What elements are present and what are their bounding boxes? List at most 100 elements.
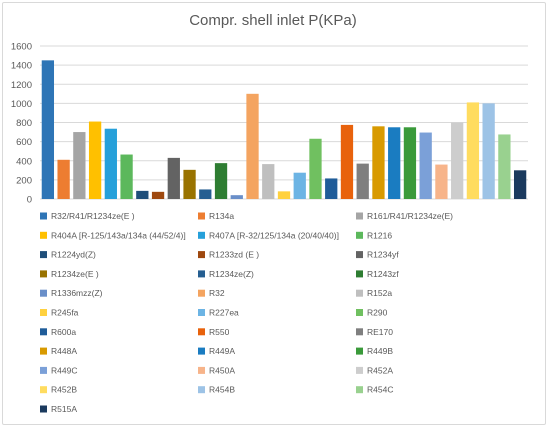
legend-item: R1234ze(E ) xyxy=(40,269,99,279)
legend-swatch xyxy=(198,270,205,278)
legend-swatch xyxy=(198,251,205,259)
legend-label: R404A [R-125/143a/134a (44/52/4)] xyxy=(51,230,186,240)
bar[interactable] xyxy=(41,60,55,199)
bar[interactable] xyxy=(451,122,464,200)
gridlines xyxy=(40,45,528,200)
bar[interactable] xyxy=(214,163,228,199)
chart-frame xyxy=(2,2,546,425)
bar[interactable] xyxy=(230,195,243,199)
bar-group xyxy=(41,60,527,200)
bar[interactable] xyxy=(372,126,385,199)
legend-swatch xyxy=(356,328,363,336)
legend-item: R1224yd(Z) xyxy=(40,250,96,260)
legend-item: R407A [R-32/125/134a (20/40/40)] xyxy=(198,230,339,240)
legend-swatch xyxy=(40,328,47,336)
bar[interactable] xyxy=(325,178,338,199)
legend-label: R32 xyxy=(209,288,225,298)
legend-swatch xyxy=(40,251,47,259)
bar[interactable] xyxy=(88,121,102,199)
legend-swatch xyxy=(40,212,47,220)
legend-item: R1243zf xyxy=(356,269,399,279)
legend-item: RE170 xyxy=(356,327,393,337)
legend-item: R1336mzz(Z) xyxy=(40,288,103,298)
legend-swatch xyxy=(198,289,205,297)
chart-title: Compr. shell inlet P(KPa) xyxy=(189,12,357,29)
bar[interactable] xyxy=(199,189,212,199)
legend-label: R550 xyxy=(209,327,230,337)
legend-label: R152a xyxy=(367,288,392,298)
legend-item: R452A xyxy=(356,365,393,375)
legend-label: R454B xyxy=(209,385,235,395)
bar[interactable] xyxy=(435,164,448,199)
bar[interactable] xyxy=(120,154,133,199)
legend-swatch xyxy=(198,386,205,394)
legend-label: R1243zf xyxy=(367,269,399,279)
legend-label: R245fa xyxy=(51,308,79,318)
legend-item: R515A xyxy=(40,404,77,414)
legend-item: R450A xyxy=(198,365,235,375)
legend-label: R290 xyxy=(367,308,388,318)
legend-item: R245fa xyxy=(40,308,79,318)
legend-item: R32 xyxy=(198,288,225,298)
legend-swatch xyxy=(356,212,363,220)
legend-label: R1224yd(Z) xyxy=(51,250,96,260)
legend-swatch xyxy=(356,231,363,239)
legend-swatch xyxy=(198,347,205,355)
legend-swatch xyxy=(40,386,47,394)
legend-item: R454C xyxy=(356,385,393,395)
legend-label: R1234yf xyxy=(367,250,399,260)
y-tick-label: 1000 xyxy=(11,99,32,110)
legend-swatch xyxy=(356,386,363,394)
bar[interactable] xyxy=(183,169,196,199)
bar[interactable] xyxy=(403,127,417,199)
bar[interactable] xyxy=(104,128,117,199)
bar[interactable] xyxy=(388,127,401,199)
bar[interactable] xyxy=(513,170,527,199)
legend-label: R407A [R-32/125/134a (20/40/40)] xyxy=(209,230,339,240)
y-axis: 0 200 400 600 800 1000 1200 1400 1600 xyxy=(11,42,32,206)
bar[interactable] xyxy=(136,190,149,199)
bar[interactable] xyxy=(73,132,86,199)
legend-item: R32/R41/R1234ze(E ) xyxy=(40,211,135,221)
legend-swatch xyxy=(356,289,363,297)
legend-item: R449B xyxy=(356,346,393,356)
legend-item: R1234ze(Z) xyxy=(198,269,254,279)
legend-label: R452B xyxy=(51,385,77,395)
legend-label: R515A xyxy=(51,404,77,414)
bar[interactable] xyxy=(167,157,180,199)
legend-swatch xyxy=(356,347,363,355)
legend-item: R1234yf xyxy=(356,250,399,260)
y-tick-label: 800 xyxy=(16,118,32,129)
legend-item: R1216 xyxy=(356,230,392,240)
legend-swatch xyxy=(356,309,363,316)
bar[interactable] xyxy=(277,191,291,199)
legend-swatch xyxy=(198,366,205,374)
bar[interactable] xyxy=(309,138,322,199)
bar[interactable] xyxy=(419,132,432,199)
legend-swatch xyxy=(40,231,47,239)
bar[interactable] xyxy=(340,124,354,199)
legend-swatch xyxy=(356,251,363,259)
bar[interactable] xyxy=(293,172,306,199)
legend-label: R1216 xyxy=(367,230,392,240)
bar[interactable] xyxy=(482,103,495,199)
bar[interactable] xyxy=(246,93,259,199)
y-tick-label: 200 xyxy=(16,175,32,186)
bar[interactable] xyxy=(151,191,165,199)
legend-item: R449C xyxy=(40,365,77,375)
legend-label: R134a xyxy=(209,211,234,221)
bar[interactable] xyxy=(262,164,275,199)
legend-item: R227ea xyxy=(198,308,239,318)
legend-item: R454B xyxy=(198,385,235,395)
y-tick-label: 0 xyxy=(27,195,32,206)
legend-item: R134a xyxy=(198,211,234,221)
bar[interactable] xyxy=(356,163,369,199)
legend-item: R161/R41/R1234ze(E) xyxy=(356,211,453,221)
legend-item: R1233zd (E ) xyxy=(198,250,259,260)
legend-swatch xyxy=(198,231,205,239)
bar[interactable] xyxy=(466,102,480,199)
bar[interactable] xyxy=(57,159,70,199)
legend-swatch xyxy=(40,347,47,355)
bar[interactable] xyxy=(498,134,511,199)
legend-label: R32/R41/R1234ze(E ) xyxy=(51,211,135,221)
